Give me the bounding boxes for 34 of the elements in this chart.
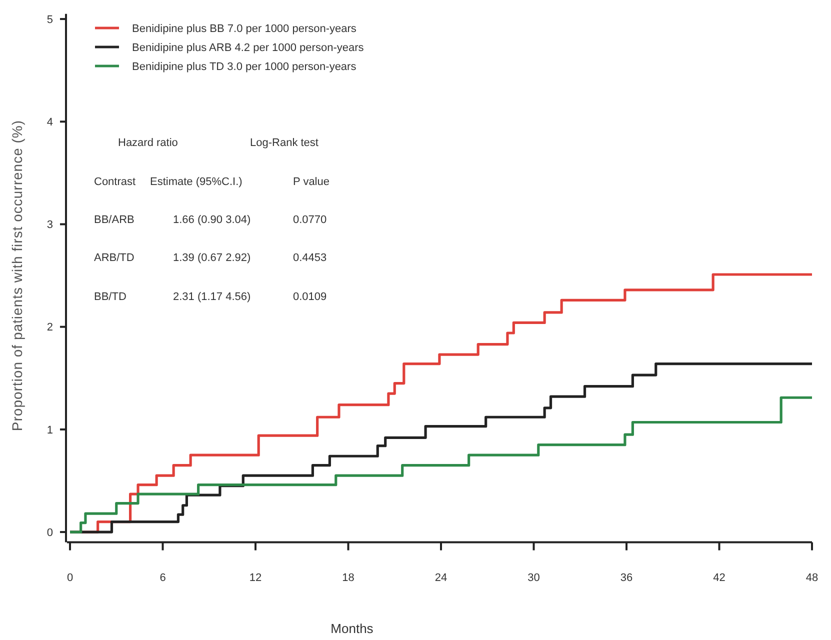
annotation: 0.4453: [293, 252, 327, 264]
annotation: 1.39 (0.67 2.92): [173, 252, 251, 264]
annotation: Hazard ratio: [118, 137, 178, 149]
annotation: Log-Rank test: [250, 137, 318, 149]
x-tick-label: 42: [713, 572, 726, 584]
annotation: ARB/TD: [94, 252, 134, 264]
annotation: Estimate (95%C.I.): [150, 176, 242, 188]
x-tick-label: 6: [160, 572, 166, 584]
annotation: BB/ARB: [94, 214, 134, 226]
x-tick-label: 48: [806, 572, 818, 584]
y-tick-label: 3: [46, 219, 53, 232]
annotation: 2.31 (1.17 4.56): [173, 291, 251, 303]
y-tick-label: 2: [46, 322, 53, 334]
legend-label: Benidipine plus TD 3.0 per 1000 person-years: [132, 60, 357, 73]
x-axis-title: Months: [330, 621, 374, 636]
x-tick-label: 30: [528, 572, 540, 584]
annotation: Contrast: [94, 176, 136, 188]
legend-label: Benidipine plus BB 7.0 per 1000 person-years: [132, 22, 357, 35]
y-tick-label: 4: [46, 116, 53, 128]
annotation: BB/TD: [94, 291, 126, 303]
annotation: P value: [293, 176, 330, 188]
y-tick-label: 0: [46, 526, 53, 539]
annotation: 1.66 (0.90 3.04): [173, 214, 251, 226]
x-tick-label: 0: [66, 572, 74, 584]
x-tick-label: 12: [249, 572, 262, 584]
y-tick-label: 1: [46, 424, 53, 436]
x-tick-label: 18: [342, 572, 354, 584]
x-tick-label: 36: [620, 572, 633, 584]
annotation: 0.0770: [293, 214, 327, 226]
annotation: 0.0109: [293, 291, 327, 303]
x-tick-label: 24: [434, 572, 448, 584]
legend-label: Benidipine plus ARB 4.2 per 1000 person-years: [132, 42, 364, 54]
y-axis-title: Proportion of patients with first occurrence (%): [9, 120, 25, 432]
y-tick-label: 5: [46, 14, 53, 26]
